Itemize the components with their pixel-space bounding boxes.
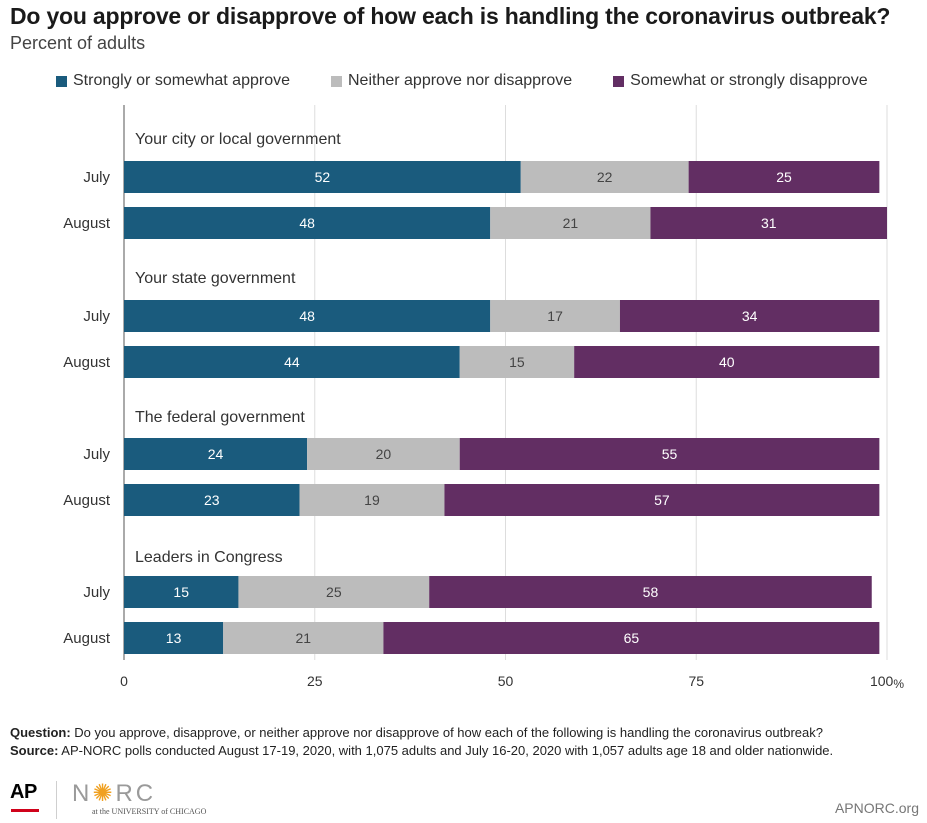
bar-disapprove (619, 300, 880, 332)
group-title: The federal government (135, 409, 305, 426)
data-label: 52 (315, 169, 331, 185)
data-label: 15 (509, 354, 525, 370)
bar-disapprove (574, 346, 880, 378)
bar-approve (124, 300, 491, 332)
row-label: July (83, 584, 110, 601)
stacked-bar-chart: 0 25 50 75 100% Your city or local government… (63, 105, 904, 691)
row-label: July (83, 446, 110, 463)
data-label: 21 (563, 215, 579, 231)
legend: Strongly or somewhat approve Neither app… (56, 72, 868, 90)
row-label: August (63, 630, 111, 647)
bar-disapprove (650, 207, 887, 239)
ap-logo-underline (11, 809, 39, 812)
bar-neither (490, 300, 620, 332)
data-label: 17 (547, 308, 563, 324)
legend-swatch-disapprove (613, 75, 625, 87)
group-title: Your state government (135, 270, 296, 287)
bar-disapprove (688, 161, 880, 193)
data-label: 40 (719, 354, 735, 370)
group-title: Leaders in Congress (135, 549, 283, 566)
chart-notes: Question: Do you approve, disapprove, or… (10, 724, 915, 760)
row-label: July (83, 169, 110, 186)
data-label: 44 (284, 354, 300, 370)
x-tick-label: 100% (870, 673, 904, 691)
group-title: Your city or local government (135, 131, 341, 148)
chart-subtitle: Percent of adults (10, 33, 146, 53)
bar-neither (223, 622, 384, 654)
x-tick-label: 25 (307, 673, 323, 689)
ap-logo: AP (10, 781, 37, 803)
x-tick-label: 50 (498, 673, 514, 689)
data-label: 20 (376, 446, 392, 462)
site-url: APNORC.org (834, 800, 919, 816)
bar-approve (124, 622, 224, 654)
bar-approve (124, 484, 300, 516)
question-text: Do you approve, disapprove, or neither a… (70, 725, 823, 740)
chart-title: Do you approve or disapprove of how each… (10, 3, 891, 29)
question-label: Question: (10, 725, 71, 740)
data-label: 34 (742, 308, 758, 324)
legend-label-neither: Neither approve nor disapprove (348, 72, 573, 89)
data-label: 13 (166, 630, 182, 646)
logo-divider (56, 781, 57, 819)
source-text: AP-NORC polls conducted August 17-19, 20… (58, 743, 834, 758)
data-label: 57 (654, 492, 670, 508)
bar-approve (124, 346, 460, 378)
data-label: 22 (597, 169, 613, 185)
bar-neither (490, 207, 651, 239)
row-label: July (83, 308, 110, 325)
bar-approve (124, 207, 491, 239)
norc-logo-rc: RC (115, 780, 157, 807)
data-label: 24 (208, 446, 224, 462)
bar-neither (307, 438, 460, 470)
bar-approve (124, 438, 308, 470)
bar-neither (459, 346, 575, 378)
norc-logo-n: N (72, 780, 93, 807)
data-label: 48 (299, 308, 315, 324)
norc-logo: N✺RC (72, 779, 156, 808)
legend-item-approve: Strongly or somewhat approve (56, 72, 290, 90)
bar-approve (124, 161, 521, 193)
data-label: 23 (204, 492, 220, 508)
x-tick-label: 75 (688, 673, 704, 689)
bar-disapprove (444, 484, 880, 516)
legend-item-disapprove: Somewhat or strongly disapprove (613, 72, 868, 90)
row-label: August (63, 215, 111, 232)
bar-neither (299, 484, 445, 516)
legend-item-neither: Neither approve nor disapprove (331, 72, 572, 90)
data-label: 31 (761, 215, 777, 231)
data-label: 25 (776, 169, 792, 185)
bar-disapprove (383, 622, 880, 654)
x-tick-label: 0 (120, 673, 128, 689)
data-label: 65 (624, 630, 640, 646)
question-note: Question: Do you approve, disapprove, or… (10, 724, 915, 742)
legend-swatch-approve (56, 75, 67, 87)
bar-disapprove (459, 438, 880, 470)
legend-swatch-neither (331, 75, 342, 87)
data-label: 55 (662, 446, 678, 462)
data-label: 25 (326, 584, 342, 600)
row-label: August (63, 492, 111, 509)
bar-neither (520, 161, 689, 193)
norc-logo-subtitle: at the UNIVERSITY of CHICAGO (92, 807, 207, 816)
legend-label-disapprove: Somewhat or strongly disapprove (630, 72, 868, 89)
source-note: Source: AP-NORC polls conducted August 1… (10, 742, 915, 760)
data-label: 58 (643, 584, 659, 600)
bar-neither (238, 576, 430, 608)
norc-sun-icon: ✺ (92, 780, 116, 807)
source-label: Source: (10, 743, 59, 758)
row-label: August (63, 354, 111, 371)
bar-approve (124, 576, 239, 608)
legend-label-approve: Strongly or somewhat approve (73, 72, 290, 89)
data-label: 15 (173, 584, 189, 600)
data-label: 21 (296, 630, 312, 646)
data-label: 48 (299, 215, 315, 231)
data-label: 19 (364, 492, 380, 508)
bar-disapprove (429, 576, 872, 608)
